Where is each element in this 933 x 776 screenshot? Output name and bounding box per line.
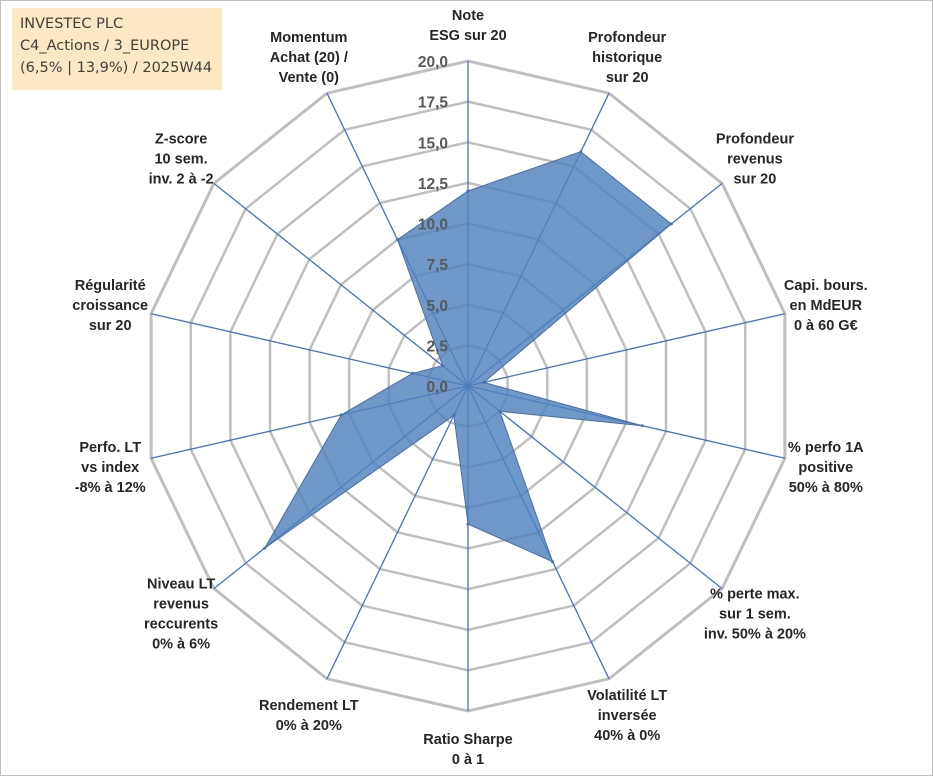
axis-label-line: Profondeur <box>588 30 666 46</box>
axis-label: Perfo. LT vs index -8% à 12% <box>75 440 146 496</box>
data-point <box>396 238 399 242</box>
tick-label: 12,5 <box>418 176 449 193</box>
axis-label: % perte max. sur 1 sem. inv. 50% à 20% <box>704 587 806 643</box>
axis-label: Momentum Achat (20) / Vente (0) <box>270 30 348 86</box>
axis-label-line: inversée <box>598 708 657 724</box>
axis-label: Note ESG sur 20 <box>429 8 506 44</box>
data-point <box>263 546 267 550</box>
axis-spoke <box>467 313 786 387</box>
axis-label-line: en MdEUR <box>790 298 863 314</box>
axis-label: Profondeur historique sur 20 <box>588 30 666 86</box>
axis-label-line: Achat (20) / <box>270 50 348 66</box>
axis-label-line: revenus <box>727 151 783 167</box>
axis-spoke <box>326 385 469 680</box>
axis-label-line: 0 à 60 G€ <box>794 318 858 334</box>
axis-label-line: Z-score <box>155 131 207 147</box>
tick-label: 2,5 <box>426 338 448 355</box>
axis-label-layer: Note ESG sur 20 Profondeur historique sur 20… <box>72 8 867 768</box>
axis-label-line: 10 sem. <box>154 151 207 167</box>
axis-label-line: 40% à 0% <box>594 728 660 744</box>
data-point <box>640 424 644 428</box>
tick-label: 7,5 <box>426 257 448 274</box>
axis-label-line: Ratio Sharpe <box>423 732 512 748</box>
axis-label: Volatilité LT inversée 40% à 0% <box>587 688 667 744</box>
axis-label-line: Volatilité LT <box>587 688 667 704</box>
tick-layer: 0,0 2,5 5,0 7,5 10,0 12,5 15,0 17,5 20,0 <box>418 54 449 396</box>
title-line-company: INVESTEC PLC <box>20 16 124 32</box>
axis-label-line: positive <box>798 460 853 476</box>
tick-label: 20,0 <box>418 54 448 71</box>
data-point <box>669 222 673 226</box>
axis-spoke <box>467 385 723 590</box>
axis-label-line: Niveau LT <box>147 577 215 593</box>
axis-label-line: sur 20 <box>89 318 132 334</box>
data-point <box>339 413 343 417</box>
axis-label-line: Rendement LT <box>259 698 359 714</box>
axis-label-line: Capi. bours. <box>784 278 868 294</box>
tick-label: 15,0 <box>418 135 448 152</box>
axis-label-line: sur 20 <box>734 171 777 187</box>
axis-label-line: historique <box>592 50 662 66</box>
axis-label: Capi. bours. en MdEUR 0 à 60 G€ <box>784 278 868 334</box>
axis-label-line: -8% à 12% <box>75 480 146 496</box>
axis-label-line: revenus <box>153 597 209 613</box>
axis-label-line: vs index <box>81 460 139 476</box>
data-point <box>482 380 486 384</box>
tick-label: 5,0 <box>426 298 448 315</box>
axis-label: Niveau LT revenus reccurents 0% à 6% <box>144 577 218 653</box>
axis-label-line: reccurents <box>144 617 218 633</box>
title-line-stats: (6,5% | 13,9%) / 2025W44 <box>20 60 213 76</box>
axis-label: Ratio Sharpe 0 à 1 <box>423 732 512 768</box>
data-point <box>441 364 445 368</box>
axis-label-line: Profondeur <box>716 131 794 147</box>
data-point <box>466 189 470 193</box>
axis-label-line: inv. 2 à -2 <box>149 171 214 187</box>
axis-label: Profondeur revenus sur 20 <box>716 131 794 187</box>
axis-label-line: Vente (0) <box>279 70 340 86</box>
axis-label-line: sur 20 <box>606 70 649 86</box>
axis-spoke <box>213 182 469 387</box>
data-point <box>551 560 555 564</box>
data-point <box>452 413 456 417</box>
axis-label-line: 50% à 80% <box>789 480 863 496</box>
axis-label-line: 0 à 1 <box>452 752 484 768</box>
axis-label-line: croissance <box>72 298 148 314</box>
tick-label: 17,5 <box>418 95 449 112</box>
axis-label-line: Note <box>452 8 484 24</box>
data-point <box>466 522 470 526</box>
title-line-category: C4_Actions / 3_EUROPE <box>20 38 190 54</box>
axis-label-line: 0% à 6% <box>152 637 210 653</box>
axis-label: Rendement LT 0% à 20% <box>259 698 359 734</box>
axis-label-line: ESG sur 20 <box>429 28 506 44</box>
axis-label-line: 0% à 20% <box>276 718 342 734</box>
axis-label-line: inv. 50% à 20% <box>704 627 806 643</box>
tick-label: 10,0 <box>418 217 448 234</box>
axis-label-line: Perfo. LT <box>79 440 141 456</box>
series-layer <box>263 150 673 564</box>
tick-label: 0,0 <box>426 379 448 396</box>
axis-label-line: Régularité <box>75 278 146 294</box>
axis-label-line: % perte max. <box>710 587 799 603</box>
data-point <box>498 409 502 413</box>
axis-label-line: % perfo 1A <box>788 440 864 456</box>
title-box: INVESTEC PLC C4_Actions / 3_EUROPE (6,5%… <box>12 8 222 90</box>
axis-label: % perfo 1A positive 50% à 80% <box>788 440 864 496</box>
data-point <box>579 150 583 154</box>
axis-label: Z-score 10 sem. inv. 2 à -2 <box>149 131 214 187</box>
axis-label-line: Momentum <box>270 30 347 46</box>
axis-label-line: sur 1 sem. <box>719 607 791 623</box>
data-point <box>411 371 415 375</box>
axis-label: Régularité croissance sur 20 <box>72 278 148 334</box>
